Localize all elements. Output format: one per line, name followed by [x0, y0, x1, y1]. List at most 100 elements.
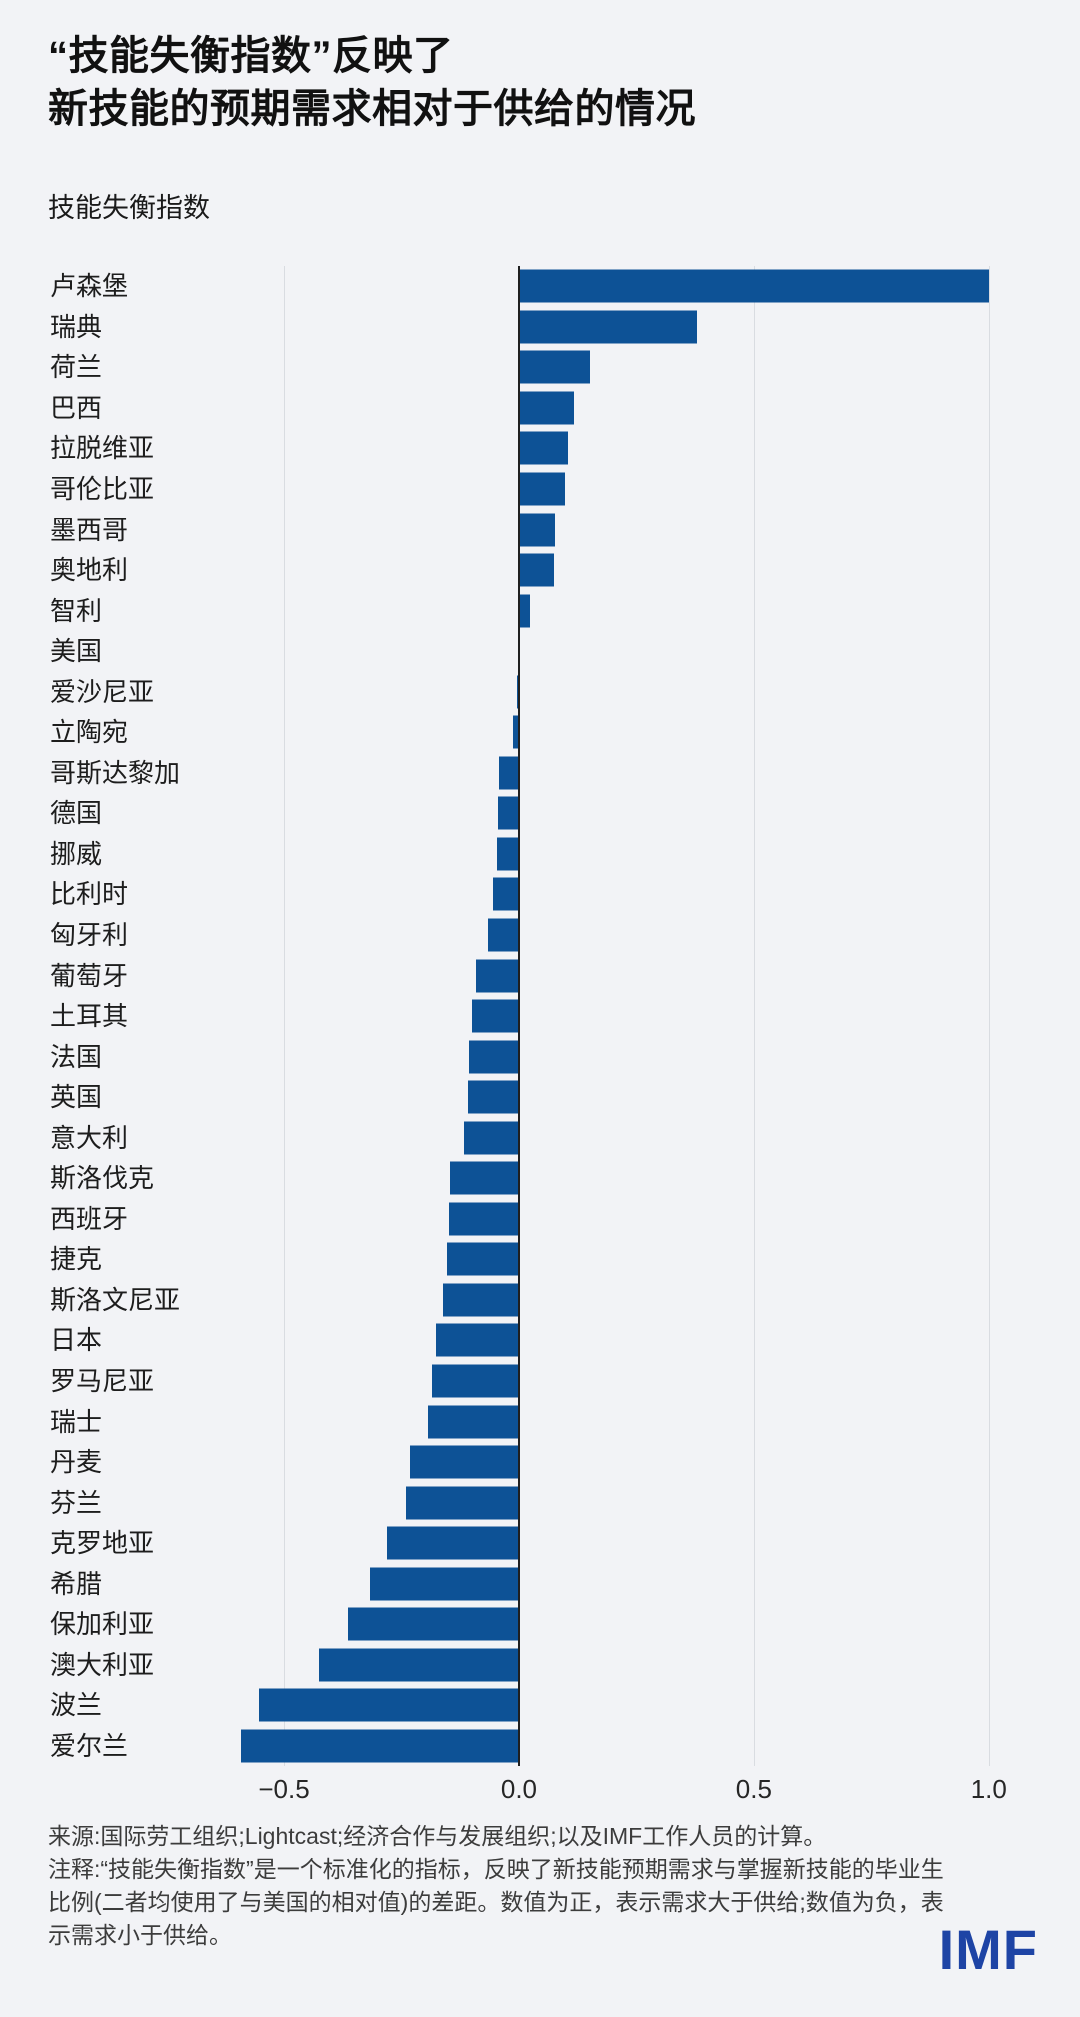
bar-area	[160, 955, 1040, 996]
country-label: 斯洛文尼亚	[50, 1284, 181, 1315]
chart-row: 澳大利亚	[0, 1645, 1080, 1686]
bar	[432, 1364, 519, 1398]
bar	[518, 431, 568, 465]
bar-area	[160, 793, 1040, 834]
bar	[469, 1040, 519, 1074]
chart-row: 土耳其	[0, 996, 1080, 1037]
bar-area	[160, 874, 1040, 915]
bar-area	[160, 1320, 1040, 1361]
bar	[518, 513, 556, 547]
chart-row: 克罗地亚	[0, 1523, 1080, 1564]
chart-row: 哥斯达黎加	[0, 753, 1080, 794]
bar-area	[160, 1685, 1040, 1726]
country-label: 爱沙尼亚	[50, 676, 155, 707]
bar-area	[160, 631, 1040, 672]
country-label: 希腊	[50, 1568, 103, 1599]
bar-area	[160, 1199, 1040, 1240]
bar-area	[160, 266, 1040, 307]
country-label: 德国	[50, 798, 103, 829]
x-tick-label: 1.0	[970, 1774, 1007, 1804]
chart-row: 爱沙尼亚	[0, 671, 1080, 712]
x-tick-label: 0.0	[500, 1774, 538, 1804]
chart-rows: 卢森堡 瑞典 荷兰 巴西 拉脱维亚 哥伦比亚 墨西哥 奥地利 智利 美国 爱沙尼亚 立陶宛 哥斯达黎加德…	[0, 266, 1080, 1766]
country-label: 克罗地亚	[50, 1528, 155, 1559]
chart-row: 卢森堡	[0, 266, 1080, 307]
page-title-line1: “技能失衡指数”反映了	[48, 34, 454, 78]
country-label: 瑞典	[50, 311, 103, 342]
bar-area	[160, 753, 1040, 794]
chart-row: 葡萄牙	[0, 955, 1080, 996]
bar	[464, 1121, 519, 1155]
country-label: 丹麦	[50, 1447, 103, 1478]
bar	[475, 959, 519, 993]
bar-area	[160, 428, 1040, 469]
chart-row: 斯洛伐克	[0, 1158, 1080, 1199]
source-text: 来源:国际劳工组织;Lightcast;经济合作与发展组织;以及IMF工作人员的…	[48, 1823, 827, 1849]
x-axis: −0.5 0.0 0.5 1.0	[160, 1766, 1040, 1812]
country-label: 法国	[50, 1041, 103, 1072]
chart-row: 立陶宛	[0, 712, 1080, 753]
bar-area	[160, 469, 1040, 510]
bar-area	[160, 1036, 1040, 1077]
bar-area	[160, 1239, 1040, 1280]
bar-area	[160, 996, 1040, 1037]
country-label: 哥伦比亚	[50, 474, 155, 504]
bar	[405, 1486, 519, 1520]
chart-row: 日本	[0, 1320, 1080, 1361]
bar-area	[160, 1726, 1040, 1767]
chart-row: 波兰	[0, 1685, 1080, 1726]
bar	[443, 1283, 519, 1317]
note-text: 注释:“技能失衡指数”是一个标准化的指标，反映了新技能预期需求与掌握新技能的毕业…	[48, 1856, 944, 1948]
country-label: 瑞士	[50, 1406, 103, 1437]
bar	[427, 1405, 519, 1439]
bar-area	[160, 590, 1040, 631]
bar-area	[160, 509, 1040, 550]
chart-row: 美国	[0, 631, 1080, 672]
country-label: 巴西	[50, 392, 103, 423]
country-label: 捷克	[50, 1244, 103, 1275]
country-label: 墨西哥	[50, 514, 129, 545]
x-tick-label: −0.5	[258, 1774, 310, 1804]
bar-area	[160, 388, 1040, 429]
country-label: 智利	[50, 595, 103, 626]
chart-row: 希腊	[0, 1564, 1080, 1605]
country-label: 奥地利	[50, 555, 129, 586]
country-label: 英国	[50, 1082, 103, 1113]
country-label: 斯洛伐克	[50, 1163, 155, 1194]
bar-area	[160, 550, 1040, 591]
grid-line	[753, 266, 755, 1766]
chart-row: 保加利亚	[0, 1604, 1080, 1645]
country-label: 西班牙	[50, 1203, 129, 1234]
chart-row: 比利时	[0, 874, 1080, 915]
country-label: 意大利	[50, 1122, 129, 1153]
bar-area	[160, 1523, 1040, 1564]
bar	[370, 1567, 519, 1601]
gridlines-layer	[160, 266, 1040, 1766]
bar	[468, 1080, 519, 1114]
bar	[487, 918, 519, 952]
chart-row: 斯洛文尼亚	[0, 1280, 1080, 1321]
bar-area	[160, 1442, 1040, 1483]
page-title-line2: 新技能的预期需求相对于供给的情况	[48, 87, 696, 131]
chart-row: 捷克	[0, 1239, 1080, 1280]
bar	[513, 715, 519, 749]
imf-logo: IMF	[938, 1918, 1038, 1981]
bar	[448, 1202, 519, 1236]
bar-area	[160, 1280, 1040, 1321]
chart-row: 意大利	[0, 1117, 1080, 1158]
bar	[240, 1729, 519, 1763]
bar	[447, 1242, 519, 1276]
bar	[516, 675, 519, 709]
country-label: 罗马尼亚	[50, 1366, 155, 1397]
bar	[347, 1607, 519, 1641]
country-label: 立陶宛	[50, 717, 129, 748]
chart-row: 罗马尼亚	[0, 1361, 1080, 1402]
bar	[518, 553, 554, 587]
grid-line	[988, 266, 990, 1766]
footnote: 来源:国际劳工组织;Lightcast;经济合作与发展组织;以及IMF工作人员的…	[48, 1820, 958, 1952]
bar	[471, 999, 519, 1033]
chart-row: 瑞典	[0, 307, 1080, 348]
bar	[492, 877, 519, 911]
country-label: 土耳其	[50, 1001, 129, 1032]
bar	[497, 796, 519, 830]
